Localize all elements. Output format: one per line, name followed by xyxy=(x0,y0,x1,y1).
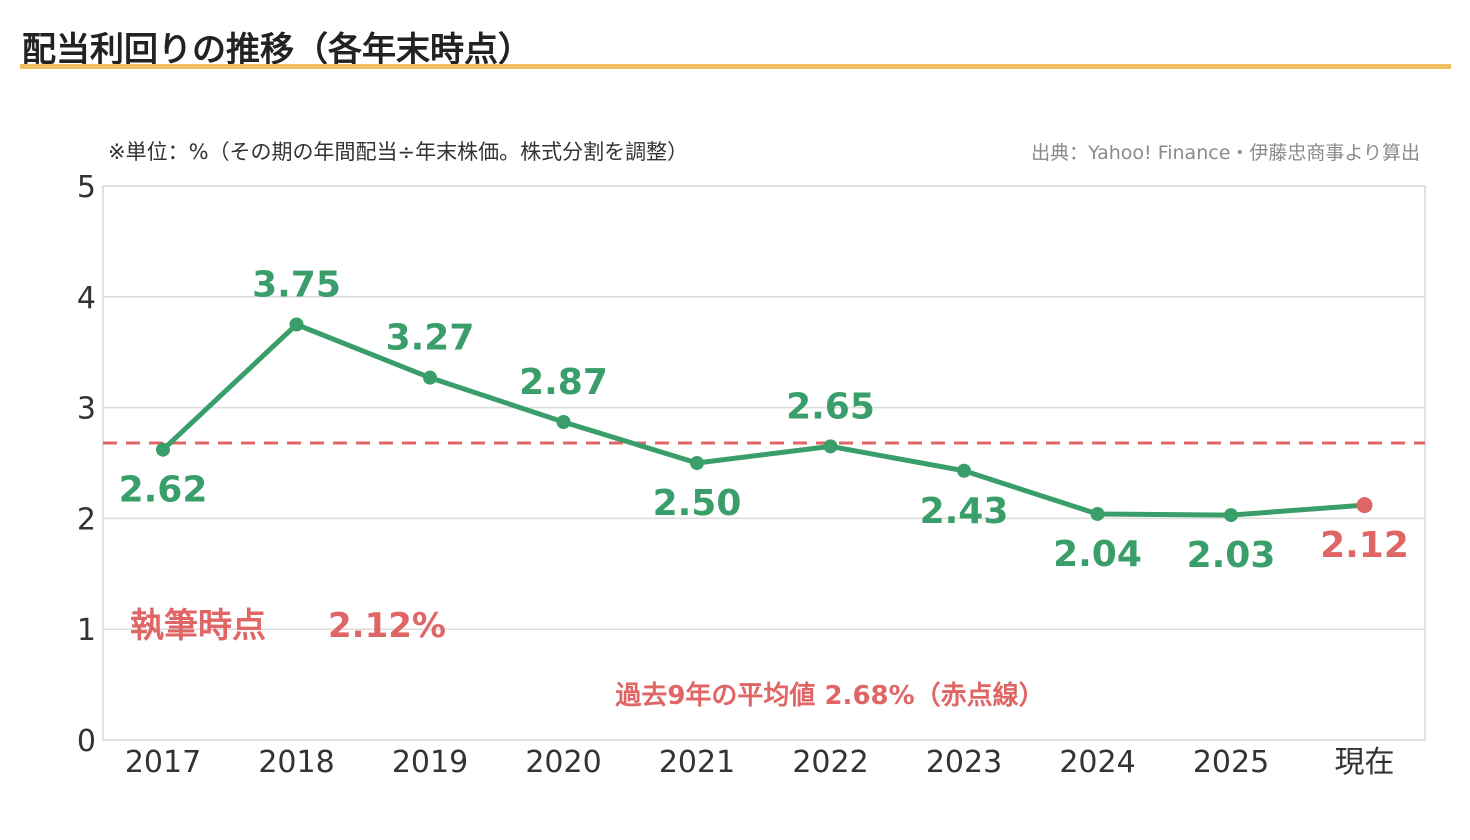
y-tick-label: 1 xyxy=(77,613,96,648)
x-tick-label: 2020 xyxy=(525,745,601,780)
data-label: 2.43 xyxy=(920,491,1009,532)
data-label: 3.75 xyxy=(252,265,341,306)
x-tick-label: 現在 xyxy=(1335,745,1395,780)
y-tick-label: 3 xyxy=(77,392,96,427)
page-title: 配当利回りの推移（各年末時点） xyxy=(22,30,532,70)
x-tick-label: 2021 xyxy=(659,745,735,780)
x-tick-label: 2023 xyxy=(926,745,1002,780)
x-tick-label: 2018 xyxy=(258,745,334,780)
x-tick-label: 2024 xyxy=(1059,745,1135,780)
current-label: 執筆時点 xyxy=(130,606,266,646)
data-point xyxy=(289,317,304,332)
data-point xyxy=(957,463,971,478)
data-point xyxy=(823,439,838,454)
data-point xyxy=(423,370,437,385)
x-tick-label: 2017 xyxy=(125,745,201,780)
data-point xyxy=(690,456,704,470)
unit-note: ※単位：%（その期の年間配当÷年末株価。株式分割を調整） xyxy=(108,140,689,164)
data-point xyxy=(556,415,571,430)
data-label: 2.03 xyxy=(1187,535,1276,576)
title-underline xyxy=(20,64,1451,69)
series-line xyxy=(161,322,1365,518)
y-tick-label: 0 xyxy=(77,724,96,759)
average-note: 過去9年の平均値 2.68%（赤点線） xyxy=(615,680,1044,711)
data-label: 3.27 xyxy=(386,318,475,359)
data-label: 2.04 xyxy=(1053,534,1142,575)
data-label: 2.50 xyxy=(653,483,742,524)
x-tick-label: 2022 xyxy=(792,745,868,780)
data-point xyxy=(1090,506,1105,521)
y-tick-label: 5 xyxy=(77,170,96,205)
current-point xyxy=(1356,497,1373,514)
data-label: 2.12 xyxy=(1320,525,1409,566)
data-label: 2.87 xyxy=(519,362,608,403)
data-label: 2.65 xyxy=(786,386,875,427)
data-point xyxy=(1224,508,1238,523)
y-tick-label: 2 xyxy=(77,502,96,537)
x-tick-label: 2019 xyxy=(392,745,468,780)
data-point xyxy=(156,442,170,457)
plot-area xyxy=(102,185,1426,741)
y-tick-label: 4 xyxy=(77,281,96,316)
x-tick-label: 2025 xyxy=(1193,745,1269,780)
data-label: 2.62 xyxy=(119,470,208,511)
source-note: 出典：Yahoo! Finance・伊藤忠商事より算出 xyxy=(1031,142,1420,164)
current-value: 2.12% xyxy=(328,606,446,646)
